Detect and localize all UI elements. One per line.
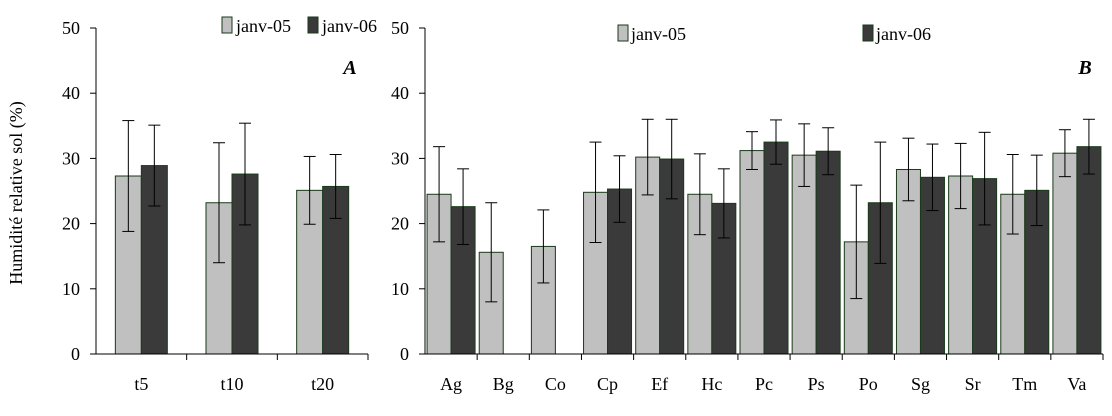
x-tick-label: Po (859, 374, 878, 394)
legend-swatch-janv-06 (307, 16, 319, 34)
bar-janv-05-Va (1052, 152, 1078, 355)
y-tick-label: 0 (71, 344, 80, 364)
x-tick-label: Hc (701, 374, 722, 394)
panel-label: A (341, 57, 356, 79)
y-tick-label: 20 (62, 214, 80, 234)
bar-janv-06-Ps (815, 150, 841, 355)
panel-b: 0 10 20 30 40 50 Ag Bg Co Cp Ef Hc Pc Ps Po Sg Sr Tm Va jan… (391, 18, 1104, 394)
y-axis-title: Humidité relative sol (%) (6, 101, 27, 284)
y-tick-label: 30 (62, 148, 80, 168)
y-tick-label: 50 (391, 18, 409, 38)
x-tick-label: Ef (651, 374, 668, 394)
x-tick-label: Bg (493, 374, 514, 394)
x-tick-label: Co (545, 374, 566, 394)
legend-label: janv-05 (235, 16, 291, 36)
y-tick-label: 10 (391, 279, 409, 299)
x-tick-label: Sg (911, 374, 930, 394)
y-tick-label: 30 (391, 148, 409, 168)
legend-label: janv-06 (875, 24, 931, 44)
x-tick-label: t5 (134, 374, 148, 394)
legend-label: janv-06 (321, 16, 377, 36)
legend-swatch-janv-05 (221, 16, 233, 34)
bar-janv-06-Pc (763, 141, 789, 355)
legend-swatch-janv-05 (617, 24, 629, 42)
x-tick-label: t10 (220, 374, 243, 394)
y-tick-label: 20 (391, 214, 409, 234)
bar-janv-06-Va (1076, 146, 1102, 355)
x-tick-label: Ag (440, 374, 462, 394)
y-tick-label: 40 (391, 83, 409, 103)
legend-label: janv-05 (630, 24, 686, 44)
bar-janv-05-Ps (791, 154, 817, 355)
x-tick-label: Sr (965, 374, 981, 394)
x-tick-label: Cp (597, 374, 618, 394)
y-tick-label: 40 (62, 83, 80, 103)
panel-label: B (1077, 57, 1091, 79)
x-tick-label: Ps (808, 374, 825, 394)
y-tick-label: 0 (400, 344, 409, 364)
y-tick-label: 50 (62, 18, 80, 38)
bar-janv-05-Pc (739, 150, 765, 355)
x-tick-label: Va (1067, 374, 1086, 394)
x-tick-label: Tm (1012, 374, 1037, 394)
x-tick-label: Pc (755, 374, 773, 394)
legend-swatch-janv-06 (862, 24, 874, 42)
y-tick-label: 10 (62, 279, 80, 299)
panel-a: 0 10 20 30 40 50 t5 t10 t20 janv-05 janv-06 A (62, 16, 377, 394)
x-tick-label: t20 (311, 374, 334, 394)
